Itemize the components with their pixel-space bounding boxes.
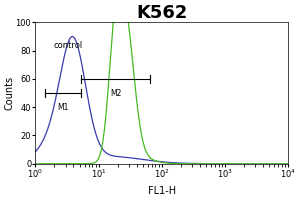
Text: M1: M1 [57,103,69,112]
Title: K562: K562 [136,4,187,22]
Text: M2: M2 [110,89,121,98]
X-axis label: FL1-H: FL1-H [148,186,176,196]
Y-axis label: Counts: Counts [4,76,14,110]
Text: control: control [53,41,82,50]
